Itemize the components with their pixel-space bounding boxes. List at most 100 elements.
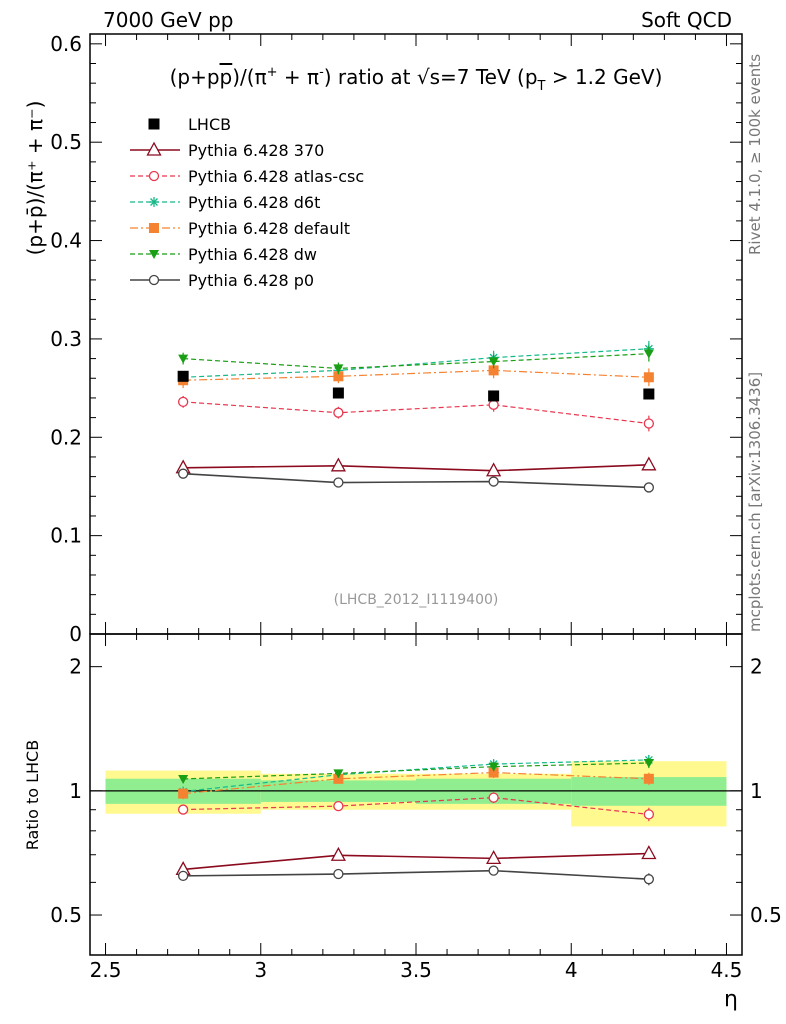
title-sub: T [537,79,546,94]
marker-circle [333,477,344,488]
y-axis-label: (p+p̄)/(π⁺ + π⁻) [23,101,47,256]
marker-circle [643,874,655,885]
ratio-series-line [183,852,649,871]
rivet-version-label: Rivet 4.1.0, ≥ 100k events [746,54,764,255]
marker-circle [488,399,499,410]
header-right: Soft QCD [641,8,732,32]
marker-circle [177,804,189,815]
title-pbar: p [220,65,233,89]
ratio-y-tick-label: 2 [69,655,82,679]
marker-square [488,390,500,402]
y-tick-label: 0.5 [50,130,82,154]
marker-circle [148,274,160,286]
marker-circle [488,476,499,487]
ratio-series-line [183,759,649,793]
x-tick-label: 4.5 [711,958,743,982]
marker-circle [488,792,499,803]
title-sup: - [319,65,324,80]
legend-item: Pythia 6.428 370 [130,141,324,160]
x-tick-label: 4 [565,958,578,982]
x-axis-label: η [724,987,738,1012]
marker-square [177,370,189,382]
mcplots-label: mcplots.cern.ch [arXiv:1306.3436] [746,372,764,632]
marker-circle [488,865,499,876]
title-part: > 1.2 GeV) [545,65,662,89]
ratio-series-line [183,762,649,780]
marker-triangle [330,457,346,472]
marker-circle [148,170,160,182]
y-tick-label: 0.6 [50,32,82,56]
y-tick-label: 0.3 [50,327,82,351]
marker-triangle-down [178,354,189,364]
marker-square [178,788,189,799]
marker-square [332,387,344,399]
legend-item: Pythia 6.428 d6t [130,193,320,212]
series-pythia-6-428-370 [175,456,657,876]
x-tick-label: 2.5 [90,958,122,982]
y-tick-label: 0.2 [50,425,82,449]
y-tick-label: 0 [69,622,82,646]
ratio-series-line [183,771,649,795]
marker-triangle [330,846,346,861]
ratio-series-line [183,869,649,881]
legend-label: Pythia 6.428 d6t [188,193,320,212]
ratio-y-tick-label: 1 [69,779,82,803]
y-tick-label: 0.1 [50,524,82,548]
legend-item: Pythia 6.428 default [130,219,350,238]
marker-triangle [486,850,502,865]
marker-triangle [641,845,657,860]
series-line [183,369,649,381]
ratio-y-tick-label-right: 1 [750,779,763,803]
title-part: + π [278,65,320,89]
ratio-y-axis-label: Ratio to LHCB [23,740,42,850]
legend-label: Pythia 6.428 370 [188,141,324,160]
series-pythia-6-428-default [178,362,654,800]
marker-circle [333,868,344,880]
marker-circle [643,809,655,820]
marker-triangle-down [333,769,344,779]
title-sup: + [267,65,278,80]
marker-triangle [146,141,162,156]
marker-circle [177,468,189,479]
legend-item: Pythia 6.428 p0 [130,271,314,290]
series-line [183,401,649,425]
ratio-y-tick-label-right: 0.5 [750,903,782,927]
legend-label: Pythia 6.428 default [188,219,350,238]
marker-triangle [486,462,502,477]
series-pythia-6-428-atlas-csc [177,395,655,822]
marker-triangle-down [643,349,654,359]
series-pythia-6-428-dw [178,345,654,784]
marker-square [148,118,160,130]
marker-triangle-down [178,774,189,784]
marker-star-stroke [150,198,158,206]
ratio-y-tick-label: 0.5 [50,903,82,927]
series-line [183,472,649,489]
marker-triangle-down [333,364,344,374]
marker-circle [333,407,344,418]
marker-square [488,365,499,376]
analysis-id: (LHCB_2012_I1119400) [334,592,499,608]
legend-item: LHCB [148,115,231,134]
marker-circle [333,800,344,812]
marker-star [149,197,159,207]
legend-label: Pythia 6.428 dw [188,245,317,264]
marker-square [333,371,344,382]
marker-triangle-down [488,357,499,367]
title-part: ) ratio at √s=7 TeV (p [324,65,538,89]
marker-square [488,767,499,778]
y-tick-label: 0.4 [50,229,82,253]
legend-item: Pythia 6.428 dw [130,245,317,264]
marker-triangle-down [488,762,499,772]
series-line [183,348,649,378]
legend-label: LHCB [188,115,231,134]
marker-square [333,773,344,784]
x-tick-label: 3 [254,958,267,982]
chart-title: (p+pp)/(π+ + π-) ratio at √s=7 TeV (pT >… [170,65,663,94]
marker-circle [177,396,189,408]
title-part: (p+p [170,65,220,89]
series-pythia-6-428-p0 [177,468,655,886]
legend-label: Pythia 6.428 atlas-csc [188,167,364,186]
marker-triangle-down [149,250,159,259]
marker-square [149,223,159,233]
